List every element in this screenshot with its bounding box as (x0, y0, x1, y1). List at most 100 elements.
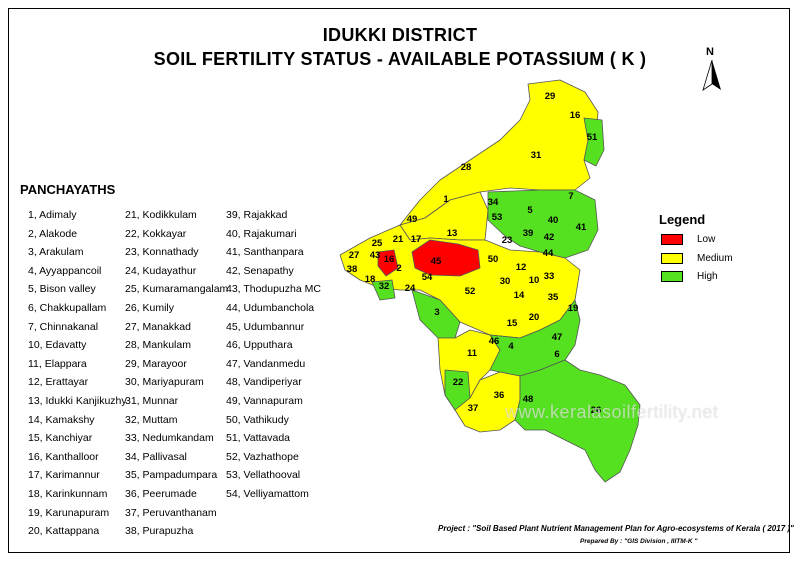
region-number-label: 33 (544, 271, 555, 282)
prepared-credit: Prepared By : "GIS Division , IIITM-K " (580, 538, 698, 545)
region-number-label: 40 (548, 215, 559, 226)
region-number-label: 37 (468, 403, 479, 414)
region-number-label: 18 (365, 274, 376, 285)
panchayaths-heading: PANCHAYATHS (20, 182, 116, 197)
panchayath-item: 49, Vannapuram (226, 394, 303, 407)
region-number-label: 35 (548, 292, 559, 303)
north-label: N (706, 46, 714, 58)
legend-row-medium: Medium (661, 252, 733, 264)
region-number-label: 53 (492, 212, 503, 223)
legend-swatch-high (661, 270, 683, 282)
panchayath-item: 18, Karinkunnam (28, 487, 108, 500)
panchayath-item: 29, Marayoor (125, 357, 187, 370)
region-number-label: 49 (407, 214, 418, 225)
legend-label-high: High (697, 270, 718, 282)
map-title: IDUKKI DISTRICT (322, 25, 478, 45)
region-26 (514, 359, 641, 483)
panchayath-item: 22, Kokkayar (125, 227, 187, 240)
region-number-label: 16 (570, 110, 581, 121)
region-number-label: 10 (529, 275, 540, 286)
region-number-label: 2 (396, 263, 401, 274)
panchayath-item: 40, Rajakumari (226, 227, 297, 240)
panchayath-item: 4, Ayyappancoil (28, 264, 102, 277)
region-number-label: 13 (447, 228, 458, 239)
region-number-label: 39 (523, 228, 534, 239)
watermark: www.keralasoilfertility.net (505, 402, 719, 422)
region-number-label: 54 (422, 272, 433, 283)
region-number-label: 5 (527, 205, 533, 216)
panchayath-item: 32, Muttam (125, 413, 178, 426)
region-number-label: 6 (554, 349, 559, 360)
region-number-label: 19 (568, 303, 579, 314)
project-credit: Project : "Soil Based Plant Nutrient Man… (438, 524, 794, 533)
north-arrow-icon (702, 60, 721, 91)
region-number-label: 48 (523, 394, 534, 405)
panchayath-item: 20, Kattappana (28, 525, 100, 538)
region-number-label: 32 (379, 281, 390, 292)
panchayath-item: 44, Udumbanchola (226, 301, 315, 314)
region-number-label: 36 (494, 390, 505, 401)
panchayath-item: 51, Vattavada (226, 432, 291, 445)
panchayath-item: 6, Chakkupallam (28, 301, 107, 314)
region-number-label: 52 (465, 286, 476, 297)
region-east-high (487, 189, 599, 259)
panchayath-item: 34, Pallivasal (125, 450, 187, 463)
panchayath-item: 14, Kamakshy (28, 413, 95, 426)
region-number-label: 27 (349, 250, 360, 261)
panchayath-item: 45, Udumbannur (226, 320, 305, 333)
panchayath-item: 37, Peruvanthanam (125, 506, 217, 519)
panchayath-item: 41, Santhanpara (226, 246, 304, 259)
panchayath-item: 50, Vathikudy (226, 413, 289, 426)
region-number-label: 30 (500, 276, 511, 287)
region-number-label: 50 (488, 254, 499, 265)
region-number-label: 31 (531, 150, 542, 161)
panchayath-list-col1: 1, Adimaly 2, Alakode 3, Arakulam 4, Ayyapp… (28, 206, 127, 541)
region-number-label: 45 (431, 256, 442, 267)
panchayath-item: 19, Karunapuram (28, 506, 110, 519)
panchayath-item: 52, Vazhathope (226, 450, 299, 463)
region-number-label: 46 (489, 336, 500, 347)
region-number-label: 51 (587, 132, 598, 143)
panchayath-item: 43, Thodupuzha MC (226, 283, 321, 296)
region-number-label: 17 (411, 234, 422, 245)
map-subtitle: SOIL FERTILITY STATUS - AVAILABLE POTASS… (153, 49, 647, 69)
region-number-label: 22 (453, 377, 464, 388)
region-number-label: 1 (443, 194, 449, 205)
panchayath-item: 1, Adimaly (28, 209, 77, 221)
panchayath-item: 48, Vandiperiyar (226, 376, 302, 389)
region-number-label: 43 (370, 250, 381, 261)
region-number-label: 21 (393, 234, 404, 245)
panchayath-item: 15, Kanchiyar (28, 432, 93, 445)
panchayath-item: 31, Munnar (125, 394, 179, 407)
region-number-label: 25 (372, 238, 383, 249)
legend-swatch-medium (661, 252, 683, 264)
region-number-label: 16 (384, 254, 395, 265)
panchayath-item: 23, Konnathady (125, 246, 199, 259)
region-16-west (377, 249, 399, 277)
region-number-label: 29 (545, 91, 556, 102)
panchayath-item: 38, Purapuzha (125, 525, 194, 538)
legend-label-medium: Medium (697, 252, 733, 264)
panchayath-item: 39, Rajakkad (226, 209, 288, 221)
region-number-label: 42 (544, 232, 555, 243)
panchayath-item: 54, Velliyamattom (226, 487, 309, 500)
panchayath-item: 5, Bison valley (28, 283, 96, 296)
region-number-label: 34 (488, 197, 499, 208)
legend-swatch-low (661, 233, 683, 245)
region-number-label: 38 (347, 264, 358, 275)
region-number-label: 14 (514, 290, 525, 301)
legend-title: Legend (659, 212, 706, 227)
panchayath-item: 26, Kumily (125, 301, 175, 314)
panchayath-list-col3: 39, Rajakkad 40, Rajakumari 41, Santhanpar… (226, 206, 321, 504)
panchayath-item: 2, Alakode (28, 227, 78, 240)
panchayath-item: 11, Elappara (28, 357, 87, 370)
legend-row-high: High (661, 270, 718, 282)
panchayath-item: 24, Kudayathur (125, 264, 197, 277)
region-number-label: 4 (508, 341, 514, 352)
panchayath-item: 30, Mariyapuram (125, 376, 204, 389)
legend-row-low: Low (661, 233, 715, 245)
panchayath-item: 33, Nedumkandam (125, 432, 214, 445)
panchayath-item: 27, Manakkad (125, 320, 191, 333)
region-central-high (489, 299, 581, 377)
